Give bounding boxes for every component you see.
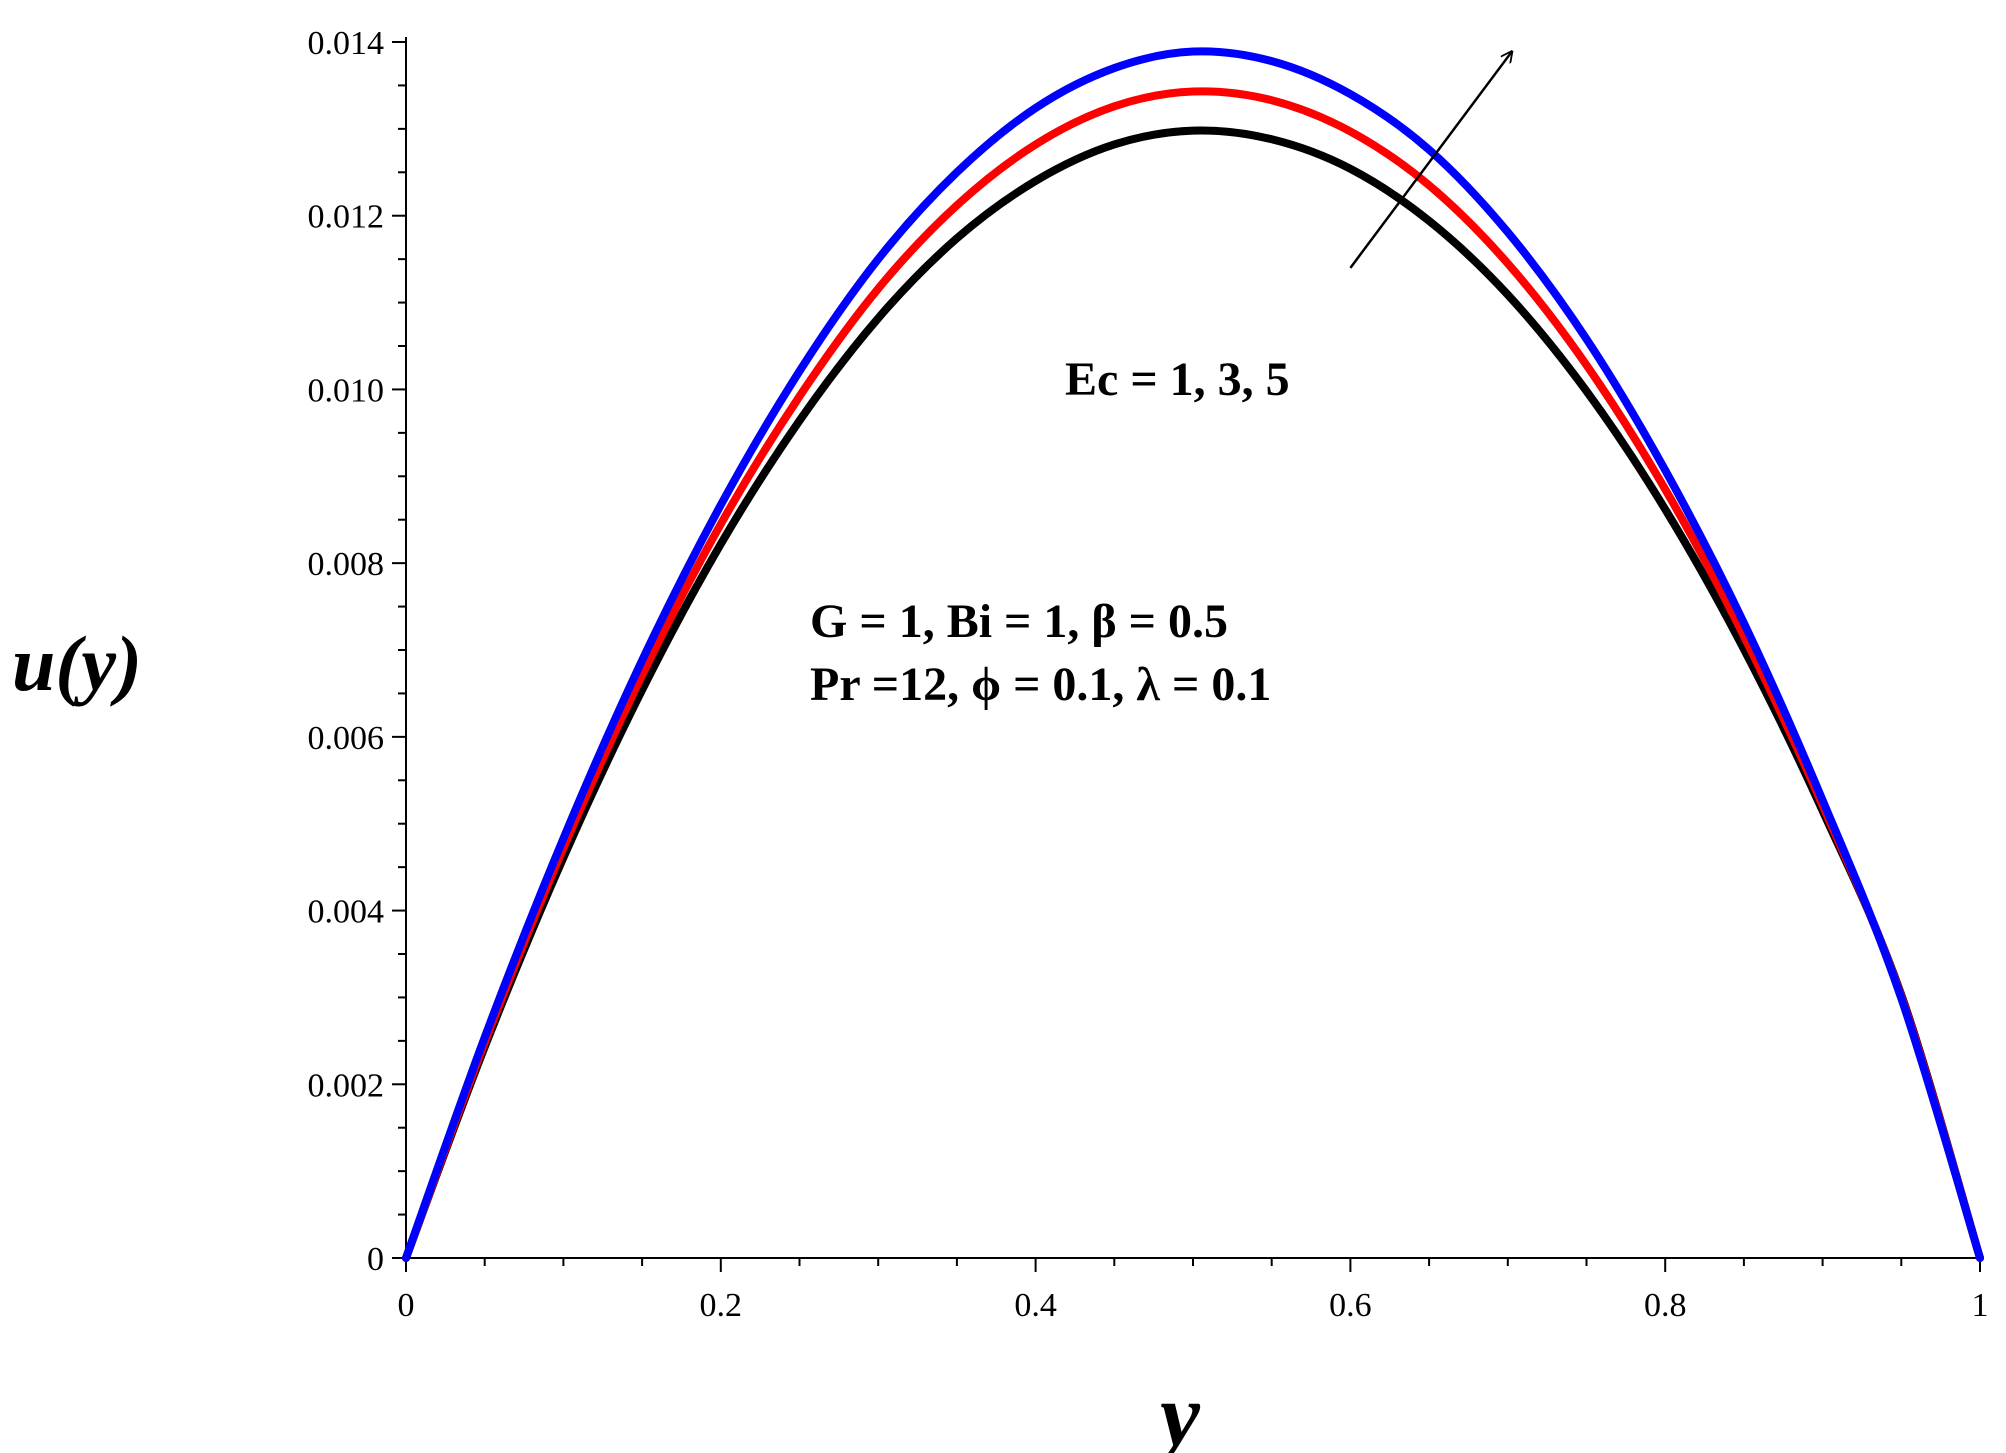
series-line-1	[402, 126, 1984, 1262]
y-tick-label: 0.014	[308, 25, 385, 62]
x-tick-label: 0.8	[1644, 1287, 1687, 1324]
ticks: 0 0.2 0.4 0.6 0.8 1 0 0.002 0.004 0.006 0.008 0.010…	[308, 25, 1989, 1324]
x-tick-label: 0.2	[700, 1287, 743, 1324]
y-tick-label: 0.010	[308, 372, 385, 409]
y-tick-label: 0.006	[308, 720, 385, 757]
x-tick-label: 1	[1972, 1287, 1989, 1324]
y-tick-label: 0	[367, 1241, 384, 1278]
params-line-2: Pr =12, ϕ = 0.1, λ = 0.1	[810, 658, 1271, 711]
series	[402, 47, 1984, 1262]
ec-annotation: Ec = 1, 3, 5	[1065, 353, 1290, 406]
y-axis-title: u(y)	[12, 620, 142, 707]
x-tick-label: 0.4	[1014, 1287, 1057, 1324]
y-tick-label: 0.008	[308, 546, 385, 583]
annotations: Ec = 1, 3, 5 G = 1, Bi = 1, β = 0.5 Pr =…	[810, 51, 1513, 711]
x-tick-label: 0.6	[1329, 1287, 1372, 1324]
ec-increase-arrow	[1349, 51, 1512, 269]
y-tick-label: 0.004	[308, 894, 385, 931]
y-tick-label: 0.012	[308, 199, 385, 236]
y-tick-label: 0.002	[308, 1067, 385, 1104]
x-tick-label: 0	[398, 1287, 415, 1324]
x-axis-title: y	[1150, 1366, 1201, 1453]
series-line-3	[402, 47, 1984, 1262]
series-line-2	[402, 87, 1984, 1262]
params-line-1: G = 1, Bi = 1, β = 0.5	[810, 595, 1228, 648]
